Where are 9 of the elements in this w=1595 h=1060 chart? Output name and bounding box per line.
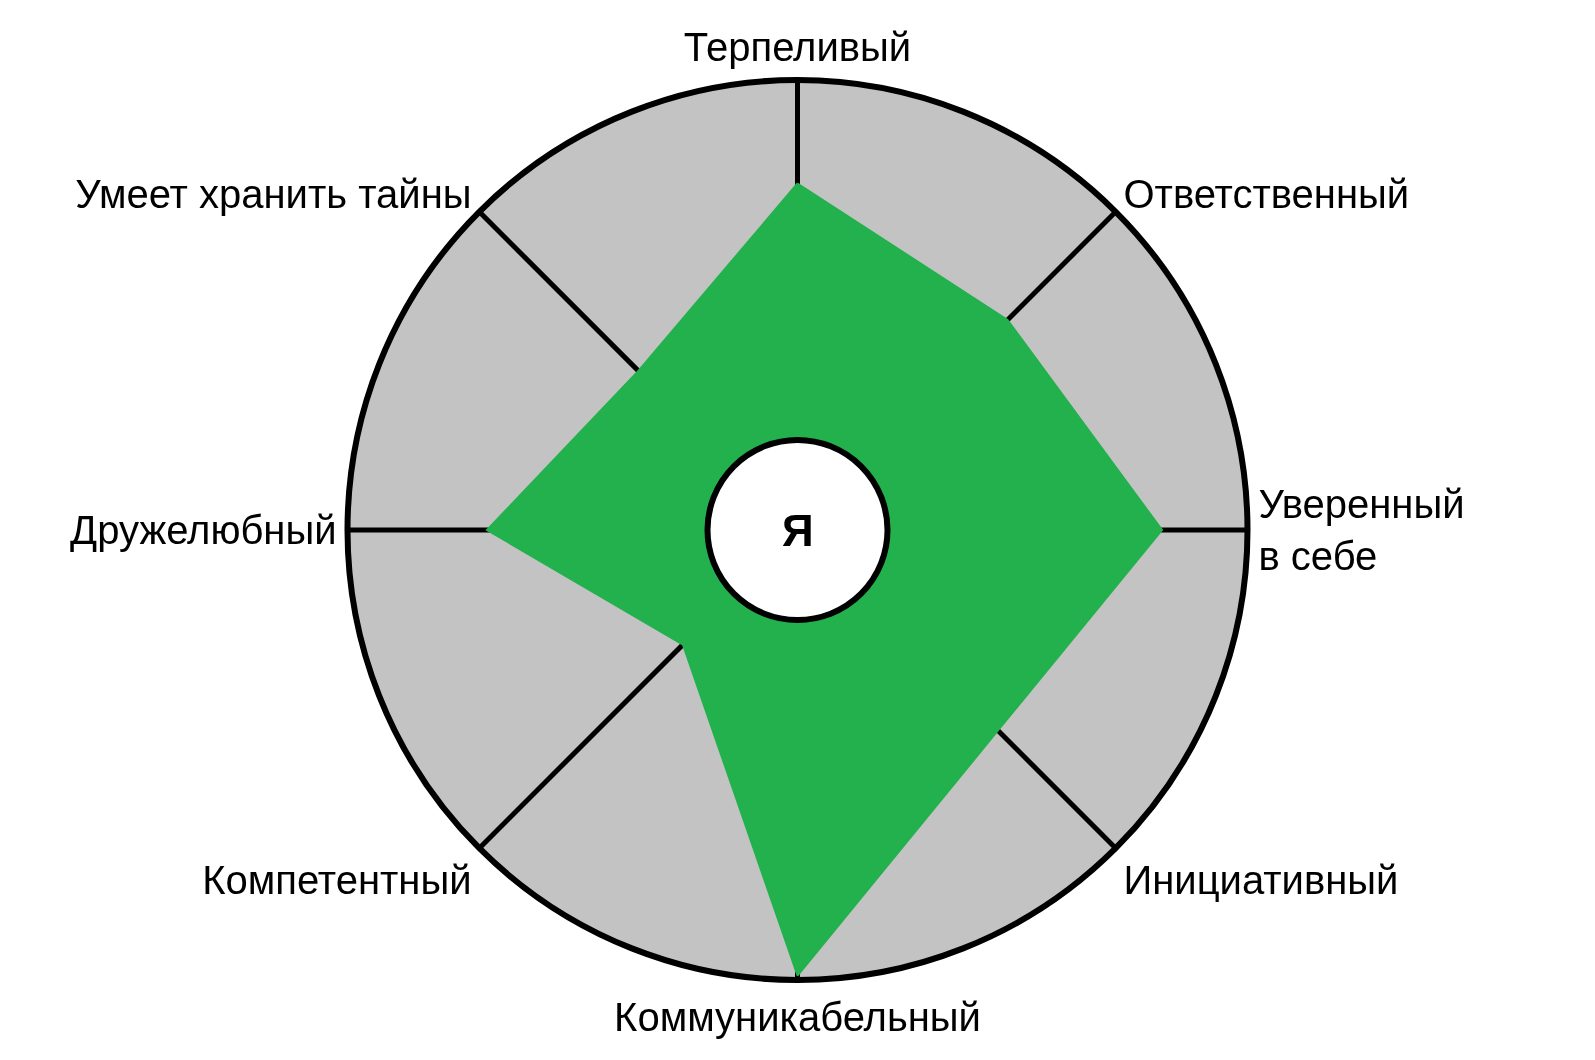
spoke-label: Умеет хранить тайны <box>75 172 472 217</box>
spoke-label: Компетентный <box>202 858 472 903</box>
spoke-label: Инициативный <box>1123 858 1399 903</box>
text: Я <box>782 506 814 555</box>
spoke-label: Дружелюбный <box>70 508 337 552</box>
spoke-label: Уверенный в себе <box>1258 482 1465 578</box>
spoke-label: Ответственный <box>1123 172 1410 217</box>
spoke-label: Терпеливый <box>683 25 912 69</box>
spoke-label: Коммуникабельный <box>614 995 981 1039</box>
